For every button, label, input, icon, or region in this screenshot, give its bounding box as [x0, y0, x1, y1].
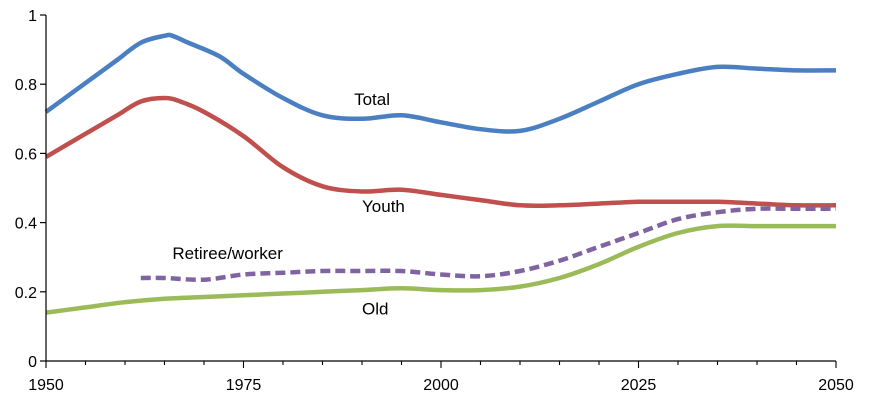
axes: [40, 14, 837, 368]
series-label-youth: Youth: [362, 197, 405, 216]
series-line-retiree-worker: [140, 206, 836, 283]
series-line-total: [44, 32, 837, 134]
plot-lines: [44, 32, 837, 315]
x-tick-label: 1950: [28, 377, 64, 394]
x-tick-label: 1975: [226, 377, 262, 394]
x-tick-label: 2050: [818, 377, 854, 394]
y-tick-label: 0.8: [15, 77, 37, 94]
series-line-youth: [44, 95, 837, 209]
y-tick-label: 0: [28, 354, 37, 371]
labels: Total Youth Retiree/worker Old 0 0.2 0.4 0.6 0.8…: [15, 8, 854, 394]
series-label-retiree-worker: Retiree/worker: [172, 244, 283, 263]
series-label-total: Total: [354, 90, 390, 109]
x-tick-label: 2025: [621, 377, 657, 394]
y-tick-label: 0.2: [15, 285, 37, 302]
y-tick-label: 0.6: [15, 146, 37, 163]
x-tick-label: 2000: [423, 377, 459, 394]
series-line-old: [45, 223, 836, 315]
y-tick-label: 0.4: [15, 216, 37, 233]
y-tick-label: 1: [28, 8, 37, 25]
series-label-old: Old: [362, 299, 388, 318]
